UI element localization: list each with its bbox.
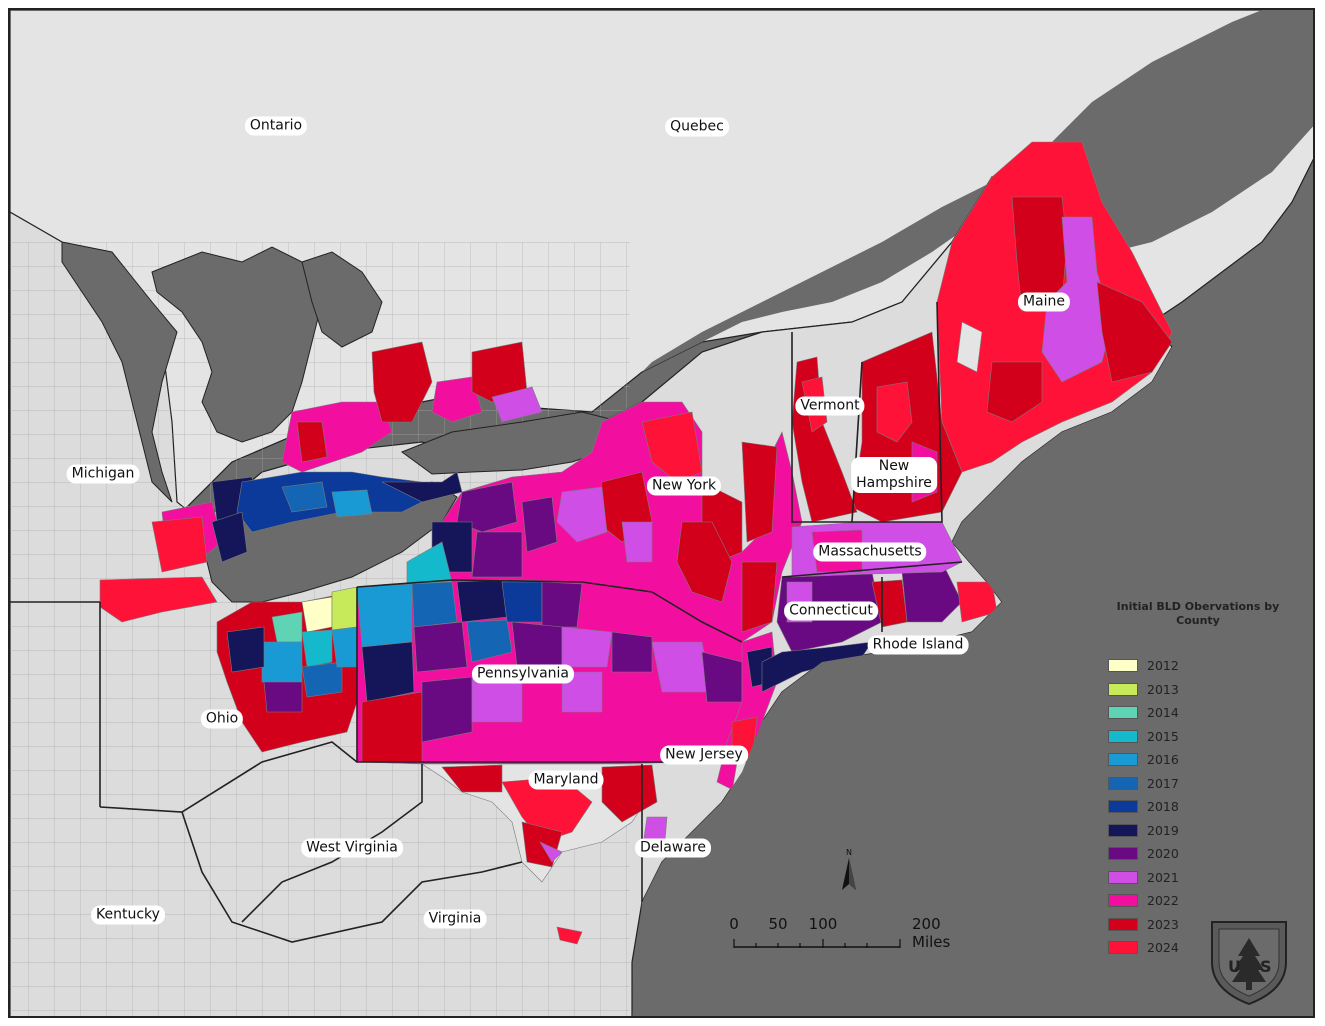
legend-swatch: [1108, 706, 1138, 720]
logo-letter-s: S: [1260, 957, 1272, 976]
legend-swatch: [1108, 847, 1138, 861]
map-frame: Ontario Quebec Michigan Maine Vermont Ne…: [8, 8, 1315, 1018]
legend-label: 2024: [1147, 940, 1179, 956]
scale-tick-0: 0: [729, 915, 739, 933]
scale-tick-200: 200 Miles: [912, 915, 951, 951]
legend-item-2024: 2024: [1108, 936, 1288, 960]
label-pennsylvania: Pennsylvania: [472, 664, 574, 684]
lake-michigan: [61, 241, 178, 503]
north-arrow-icon: [842, 858, 856, 890]
legend-item-2013: 2013: [1108, 678, 1288, 702]
legend-label: 2012: [1147, 658, 1179, 674]
scale-tick-100: 100: [808, 915, 838, 933]
atlantic-ocean: [632, 263, 1313, 1016]
legend-item-2017: 2017: [1108, 772, 1288, 796]
forest-service-shield-icon: U S: [1211, 921, 1287, 1006]
label-kentucky: Kentucky: [91, 905, 165, 925]
label-connecticut: Connecticut: [784, 601, 878, 621]
label-new-hampshire: New Hampshire: [851, 457, 937, 493]
label-new-jersey: New Jersey: [660, 745, 748, 765]
legend-item-2016: 2016: [1108, 748, 1288, 772]
legend-label: 2013: [1147, 681, 1179, 697]
legend-label: 2022: [1147, 893, 1179, 909]
legend-list: 2012 2013 2014 2015 2016 2017 2018 2019 2020 2021…: [1108, 654, 1288, 960]
scale-bar-graphic: [733, 939, 901, 948]
label-ontario: Ontario: [244, 116, 308, 136]
label-maryland: Maryland: [528, 770, 604, 790]
label-rhode-island: Rhode Island: [867, 635, 969, 655]
legend-item-2022: 2022: [1108, 889, 1288, 913]
legend-item-2015: 2015: [1108, 725, 1288, 749]
legend-swatch: [1108, 917, 1138, 931]
legend-item-2020: 2020: [1108, 842, 1288, 866]
legend-swatch: [1108, 823, 1138, 837]
label-maine: Maine: [1017, 292, 1071, 312]
legend-label: 2018: [1147, 799, 1179, 815]
label-vermont: Vermont: [795, 396, 865, 416]
legend-swatch: [1108, 682, 1138, 696]
legend-label: 2023: [1147, 916, 1179, 932]
north-arrow: N: [837, 848, 861, 896]
legend-swatch: [1108, 894, 1138, 908]
legend: Initial BLD Obervations by County 2012 20…: [1108, 600, 1288, 960]
legend-swatch: [1108, 870, 1138, 884]
label-west-virginia: West Virginia: [301, 838, 403, 858]
legend-label: 2019: [1147, 822, 1179, 838]
lake-huron: [151, 246, 323, 443]
north-letter: N: [846, 848, 852, 857]
legend-swatch: [1108, 941, 1138, 955]
legend-label: 2016: [1147, 752, 1179, 768]
legend-item-2014: 2014: [1108, 701, 1288, 725]
legend-item-2012: 2012: [1108, 654, 1288, 678]
legend-swatch: [1108, 776, 1138, 790]
legend-swatch: [1108, 729, 1138, 743]
label-ohio: Ohio: [200, 709, 244, 729]
legend-item-2023: 2023: [1108, 913, 1288, 937]
legend-swatch: [1108, 659, 1138, 673]
scale-bar: 0 50 100 200 Miles: [722, 915, 972, 955]
scale-tick-50: 50: [768, 915, 788, 933]
legend-label: 2014: [1147, 705, 1179, 721]
label-massachusetts: Massachusetts: [813, 542, 927, 562]
label-quebec: Quebec: [665, 117, 729, 137]
label-michigan: Michigan: [66, 464, 140, 484]
label-delaware: Delaware: [635, 838, 711, 858]
georgian-bay: [301, 251, 383, 348]
label-virginia: Virginia: [423, 909, 487, 929]
legend-label: 2020: [1147, 846, 1179, 862]
legend-item-2019: 2019: [1108, 819, 1288, 843]
legend-swatch: [1108, 800, 1138, 814]
legend-label: 2021: [1147, 869, 1179, 885]
st-lawrence-river: [642, 10, 1313, 372]
forest-service-logo: U S: [1206, 912, 1292, 1008]
legend-item-2018: 2018: [1108, 795, 1288, 819]
map-canvas: [10, 10, 1313, 1016]
logo-letter-u: U: [1228, 957, 1241, 976]
legend-label: 2015: [1147, 728, 1179, 744]
legend-swatch: [1108, 753, 1138, 767]
legend-title: Initial BLD Obervations by County: [1116, 600, 1280, 627]
legend-label: 2017: [1147, 775, 1179, 791]
label-new-york: New York: [646, 476, 722, 496]
legend-item-2021: 2021: [1108, 866, 1288, 890]
